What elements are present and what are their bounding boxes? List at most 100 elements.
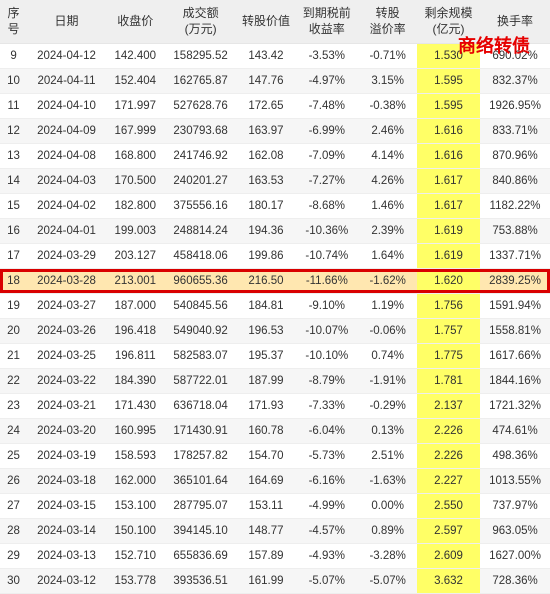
cell-3-5: -6.99% (295, 119, 358, 144)
table-row[interactable]: 202024-03-26196.418549040.92196.53-10.07… (0, 319, 550, 344)
cell-18-2: 153.100 (106, 494, 165, 519)
table-row[interactable]: 172024-03-29203.127458418.06199.86-10.74… (0, 244, 550, 269)
cell-16-6: 2.51% (358, 444, 417, 469)
cell-16-0: 25 (0, 444, 27, 469)
table-row[interactable]: 302024-03-12153.778393536.51161.99-5.07%… (0, 569, 550, 594)
table-row[interactable]: 92024-04-12142.400158295.52143.42-3.53%-… (0, 44, 550, 69)
cell-13-0: 22 (0, 369, 27, 394)
table-row[interactable]: 252024-03-19158.593178257.82154.70-5.73%… (0, 444, 550, 469)
cell-5-8: 840.86% (480, 169, 550, 194)
cell-6-2: 182.800 (106, 194, 165, 219)
cell-18-8: 737.97% (480, 494, 550, 519)
cell-20-0: 29 (0, 544, 27, 569)
cell-12-2: 196.811 (106, 344, 165, 369)
cell-1-1: 2024-04-11 (27, 69, 106, 94)
col-header-3[interactable]: 成交额 (万元) (165, 0, 237, 44)
cell-18-0: 27 (0, 494, 27, 519)
cell-9-3: 960655.36 (165, 269, 237, 294)
cell-15-3: 171430.91 (165, 419, 237, 444)
cell-17-3: 365101.64 (165, 469, 237, 494)
col-header-7[interactable]: 剩余规模 (亿元) (417, 0, 480, 44)
table-row[interactable]: 122024-04-09167.999230793.68163.97-6.99%… (0, 119, 550, 144)
cell-7-1: 2024-04-01 (27, 219, 106, 244)
cell-18-5: -4.99% (295, 494, 358, 519)
cell-6-7: 1.617 (417, 194, 480, 219)
cell-21-4: 161.99 (237, 569, 296, 594)
table-row[interactable]: 162024-04-01199.003248814.24194.36-10.36… (0, 219, 550, 244)
cell-6-6: 1.46% (358, 194, 417, 219)
cell-13-1: 2024-03-22 (27, 369, 106, 394)
table-row[interactable]: 272024-03-15153.100287795.07153.11-4.99%… (0, 494, 550, 519)
cell-7-4: 194.36 (237, 219, 296, 244)
cell-19-7: 2.597 (417, 519, 480, 544)
cell-12-8: 1617.66% (480, 344, 550, 369)
col-header-8[interactable]: 换手率 (480, 0, 550, 44)
cell-12-3: 582583.07 (165, 344, 237, 369)
cell-10-0: 19 (0, 294, 27, 319)
cell-6-3: 375556.16 (165, 194, 237, 219)
table-row[interactable]: 142024-04-03170.500240201.27163.53-7.27%… (0, 169, 550, 194)
cell-12-1: 2024-03-25 (27, 344, 106, 369)
table-row[interactable]: 182024-03-28213.001960655.36216.50-11.66… (0, 269, 550, 294)
col-header-6[interactable]: 转股 溢价率 (358, 0, 417, 44)
cell-19-4: 148.77 (237, 519, 296, 544)
cell-14-5: -7.33% (295, 394, 358, 419)
cell-8-2: 203.127 (106, 244, 165, 269)
cell-20-7: 2.609 (417, 544, 480, 569)
cell-1-6: 3.15% (358, 69, 417, 94)
cell-3-1: 2024-04-09 (27, 119, 106, 144)
table-row[interactable]: 112024-04-10171.997527628.76172.65-7.48%… (0, 94, 550, 119)
col-header-5[interactable]: 到期税前 收益率 (295, 0, 358, 44)
cell-8-0: 17 (0, 244, 27, 269)
cell-0-4: 143.42 (237, 44, 296, 69)
cell-12-6: 0.74% (358, 344, 417, 369)
cell-4-0: 13 (0, 144, 27, 169)
cell-9-6: -1.62% (358, 269, 417, 294)
cell-5-3: 240201.27 (165, 169, 237, 194)
cell-7-0: 16 (0, 219, 27, 244)
col-header-2[interactable]: 收盘价 (106, 0, 165, 44)
cell-10-4: 184.81 (237, 294, 296, 319)
cell-10-3: 540845.56 (165, 294, 237, 319)
table-row[interactable]: 192024-03-27187.000540845.56184.81-9.10%… (0, 294, 550, 319)
table-row[interactable]: 282024-03-14150.100394145.10148.77-4.57%… (0, 519, 550, 544)
cell-0-1: 2024-04-12 (27, 44, 106, 69)
table-row[interactable]: 222024-03-22184.390587722.01187.99-8.79%… (0, 369, 550, 394)
table-row[interactable]: 132024-04-08168.800241746.92162.08-7.09%… (0, 144, 550, 169)
cell-12-5: -10.10% (295, 344, 358, 369)
cell-0-7: 1.530 (417, 44, 480, 69)
table-row[interactable]: 152024-04-02182.800375556.16180.17-8.68%… (0, 194, 550, 219)
cell-8-5: -10.74% (295, 244, 358, 269)
cell-3-4: 163.97 (237, 119, 296, 144)
table-row[interactable]: 102024-04-11152.404162765.87147.76-4.97%… (0, 69, 550, 94)
cell-1-3: 162765.87 (165, 69, 237, 94)
cell-2-1: 2024-04-10 (27, 94, 106, 119)
table-row[interactable]: 292024-03-13152.710655836.69157.89-4.93%… (0, 544, 550, 569)
cell-11-0: 20 (0, 319, 27, 344)
col-header-1[interactable]: 日期 (27, 0, 106, 44)
table-row[interactable]: 262024-03-18162.000365101.64164.69-6.16%… (0, 469, 550, 494)
cell-5-6: 4.26% (358, 169, 417, 194)
cell-7-5: -10.36% (295, 219, 358, 244)
table-row[interactable]: 242024-03-20160.995171430.91160.78-6.04%… (0, 419, 550, 444)
cell-12-7: 1.775 (417, 344, 480, 369)
cell-19-8: 963.05% (480, 519, 550, 544)
cell-13-4: 187.99 (237, 369, 296, 394)
col-header-4[interactable]: 转股价值 (237, 0, 296, 44)
cell-2-5: -7.48% (295, 94, 358, 119)
cell-17-4: 164.69 (237, 469, 296, 494)
cell-18-1: 2024-03-15 (27, 494, 106, 519)
cell-4-3: 241746.92 (165, 144, 237, 169)
table-row[interactable]: 232024-03-21171.430636718.04171.93-7.33%… (0, 394, 550, 419)
cell-15-4: 160.78 (237, 419, 296, 444)
cell-8-8: 1337.71% (480, 244, 550, 269)
col-header-0[interactable]: 序 号 (0, 0, 27, 44)
cell-9-2: 213.001 (106, 269, 165, 294)
cell-9-7: 1.620 (417, 269, 480, 294)
data-table: 序 号日期收盘价成交额 (万元)转股价值到期税前 收益率转股 溢价率剩余规模 (… (0, 0, 550, 594)
table-row[interactable]: 212024-03-25196.811582583.07195.37-10.10… (0, 344, 550, 369)
cell-11-2: 196.418 (106, 319, 165, 344)
cell-16-5: -5.73% (295, 444, 358, 469)
cell-11-1: 2024-03-26 (27, 319, 106, 344)
cell-17-6: -1.63% (358, 469, 417, 494)
